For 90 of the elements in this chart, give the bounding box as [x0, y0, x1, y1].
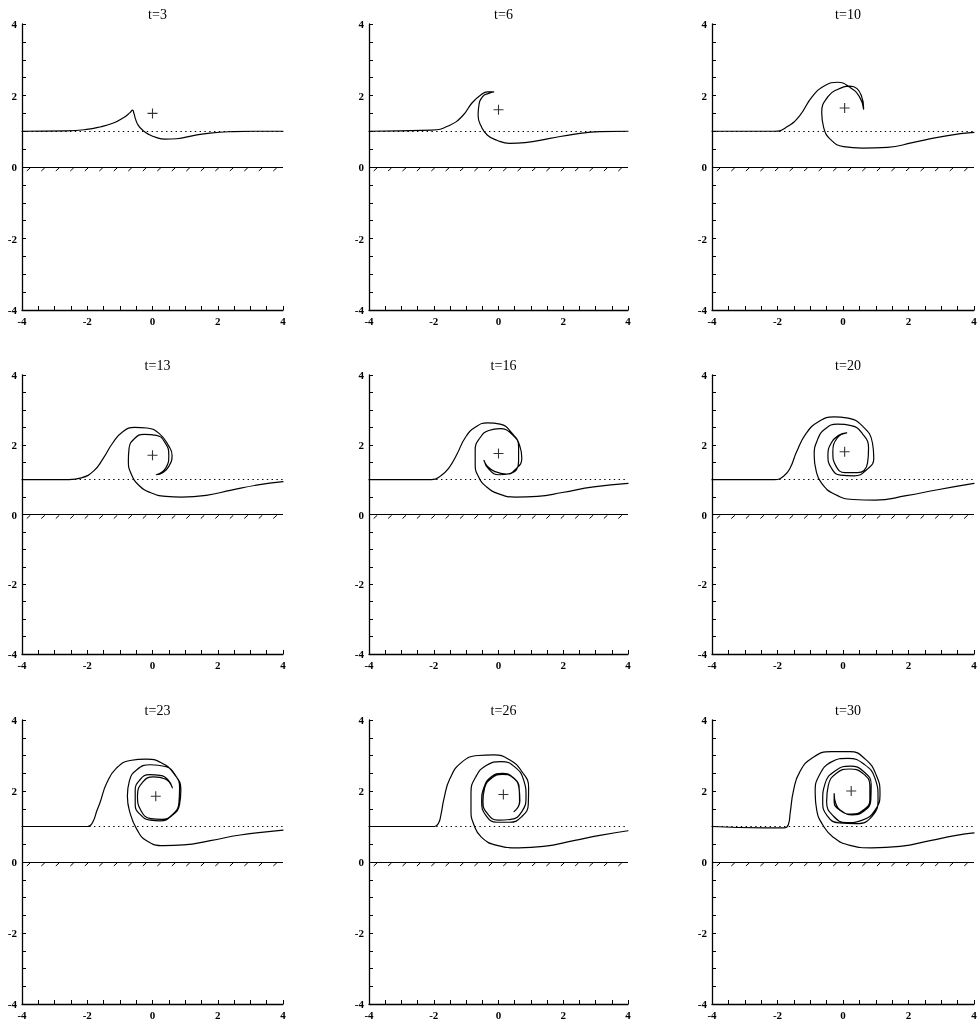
y-tick-label: 4 [11, 714, 18, 726]
y-tick-label: -2 [697, 578, 708, 591]
y-tick-label: -2 [7, 232, 18, 245]
x-tick-label: 2 [905, 314, 912, 327]
x-tick-label: 2 [215, 658, 221, 671]
y-tick-label: 0 [358, 161, 365, 173]
y-tick-label: 2 [358, 785, 365, 797]
x-tick-label: 4 [625, 1008, 632, 1021]
y-tick-label: -2 [697, 927, 708, 939]
x-tick-label: -2 [772, 1008, 783, 1021]
y-tick-label: 0 [11, 508, 18, 521]
x-tick-label: 2 [560, 658, 567, 671]
y-tick-label: 0 [358, 856, 365, 868]
x-tick-label: 4 [625, 658, 632, 671]
chart-title: t=26 [490, 702, 517, 718]
x-tick-label: 2 [905, 1008, 912, 1021]
y-tick-label: 4 [11, 18, 18, 30]
y-tick-label: 4 [358, 714, 365, 726]
y-tick-label: -2 [697, 232, 708, 245]
y-tick-label: -4 [697, 648, 708, 660]
x-tick-label: 2 [905, 658, 912, 671]
y-tick-label: 2 [11, 438, 18, 451]
x-tick-label: 4 [971, 1008, 978, 1021]
x-tick-label: 4 [971, 314, 978, 327]
x-tick-label: 0 [840, 658, 847, 671]
y-tick-label: -4 [7, 648, 18, 660]
y-tick-label: 4 [11, 369, 18, 381]
y-tick-label: 2 [701, 785, 708, 797]
x-tick-label: 0 [840, 1008, 847, 1021]
x-tick-label: 0 [495, 314, 502, 327]
x-tick-label: 4 [625, 314, 632, 327]
y-tick-label: 2 [701, 438, 708, 451]
y-tick-label: -4 [697, 998, 708, 1010]
y-tick-label: 0 [11, 856, 18, 868]
y-tick-label: 4 [358, 369, 365, 381]
y-tick-label: -2 [7, 578, 18, 591]
chart-title: t=6 [494, 6, 513, 22]
x-tick-label: -2 [82, 314, 93, 327]
chart-title: t=20 [835, 357, 861, 373]
x-tick-label: 2 [215, 314, 221, 327]
x-tick-label: 0 [149, 658, 156, 671]
y-tick-label: -4 [354, 304, 365, 316]
x-tick-label: 4 [280, 314, 287, 327]
y-tick-label: -4 [697, 304, 708, 316]
y-tick-label: 0 [701, 508, 708, 521]
x-tick-label: -2 [772, 658, 783, 671]
y-tick-label: -4 [354, 648, 365, 660]
x-tick-label: 2 [560, 314, 567, 327]
x-tick-label: 0 [840, 314, 847, 327]
y-tick-label: 4 [701, 18, 708, 30]
y-tick-label: 2 [358, 438, 365, 451]
y-tick-label: -2 [354, 578, 365, 591]
x-tick-label: 4 [280, 1008, 287, 1021]
chart-title: t=30 [835, 702, 861, 718]
x-tick-label: 4 [280, 658, 287, 671]
chart-title: t=16 [490, 357, 517, 373]
x-tick-label: 2 [215, 1008, 221, 1021]
x-tick-label: -2 [429, 658, 439, 671]
x-tick-label: -2 [429, 1008, 439, 1021]
y-tick-label: 0 [701, 161, 708, 173]
y-tick-label: -4 [7, 304, 18, 316]
y-tick-label: 2 [11, 89, 18, 102]
y-tick-label: 2 [358, 89, 365, 102]
y-tick-label: 0 [701, 856, 708, 868]
x-tick-label: -2 [772, 314, 783, 327]
y-tick-label: -2 [354, 232, 365, 245]
y-tick-label: 2 [11, 785, 18, 797]
x-tick-label: 0 [149, 1008, 156, 1021]
chart-title: t=13 [144, 357, 171, 373]
y-tick-label: -4 [354, 998, 365, 1010]
x-tick-label: -2 [429, 314, 439, 327]
y-tick-label: 4 [358, 18, 365, 30]
y-tick-label: 0 [358, 508, 365, 521]
y-tick-label: 2 [701, 89, 708, 102]
x-tick-label: 0 [149, 314, 156, 327]
x-tick-label: 2 [560, 1008, 567, 1021]
x-tick-label: -2 [82, 1008, 93, 1021]
x-tick-label: 0 [495, 1008, 502, 1021]
y-tick-label: 4 [701, 714, 708, 726]
y-tick-label: -2 [354, 927, 365, 939]
x-tick-label: -2 [82, 658, 93, 671]
x-tick-label: 4 [971, 658, 978, 671]
chart-title: t=3 [148, 6, 167, 22]
chart-title: t=10 [835, 6, 861, 22]
y-tick-label: -2 [7, 927, 18, 939]
x-tick-label: 0 [495, 658, 502, 671]
y-tick-label: -4 [7, 998, 18, 1010]
y-tick-label: 4 [701, 369, 708, 381]
chart-title: t=23 [144, 702, 171, 718]
y-tick-label: 0 [11, 161, 18, 173]
